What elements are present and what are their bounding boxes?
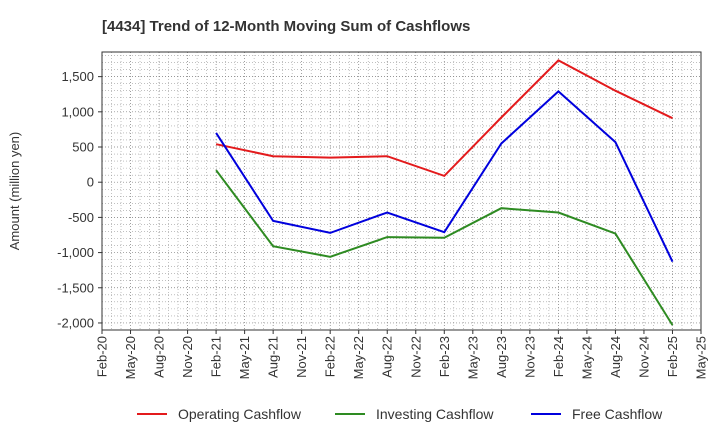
x-tick-label: Feb-21 [209, 336, 224, 377]
series-line [215, 90, 674, 263]
y-tick-label: 0 [87, 175, 94, 190]
x-tick-label: Aug-23 [494, 336, 509, 378]
x-tick-label: Aug-20 [152, 336, 167, 378]
plot-frame [101, 51, 702, 331]
y-tick-label: -2,000 [57, 315, 94, 330]
x-tick-label: Feb-20 [95, 336, 110, 377]
x-tick-label: Nov-23 [522, 336, 537, 378]
series-lines [215, 59, 674, 326]
legend: Operating Cashflow Investing Cashflow Free… [137, 406, 663, 422]
y-tick-label: -500 [68, 210, 94, 225]
x-tick-label: May-22 [351, 336, 366, 379]
x-tick-label: Feb-25 [665, 336, 680, 377]
y-tick-label: 1,500 [61, 69, 94, 84]
x-tick-label: Feb-24 [551, 336, 566, 377]
y-axis-label: Amount (million yen) [7, 132, 22, 251]
series-line [215, 169, 674, 326]
x-tick-label: Nov-24 [636, 336, 651, 378]
x-tick-label: May-21 [237, 336, 252, 379]
x-tick-label: May-20 [123, 336, 138, 379]
x-tick-label: Aug-21 [266, 336, 281, 378]
x-tick-label: Feb-22 [323, 336, 338, 377]
y-tick-label: -1,500 [57, 280, 94, 295]
legend-label: Free Cashflow [572, 406, 663, 422]
axes: 1,5001,0005000-500-1,000-1,500-2,000Feb-… [57, 51, 709, 379]
y-tick-label: 1,000 [61, 104, 94, 119]
x-tick-label: Feb-23 [437, 336, 452, 377]
y-tick-label: 500 [72, 140, 94, 155]
x-tick-label: May-23 [465, 336, 480, 379]
y-tick-label: -1,000 [57, 245, 94, 260]
x-tick-label: Aug-24 [608, 336, 623, 378]
grid [101, 52, 702, 331]
x-tick-label: Nov-22 [408, 336, 423, 378]
x-tick-label: Aug-22 [380, 336, 395, 378]
legend-label: Operating Cashflow [178, 406, 302, 422]
x-tick-label: May-24 [579, 336, 594, 379]
legend-label: Investing Cashflow [376, 406, 494, 422]
x-tick-label: May-25 [694, 336, 709, 379]
series-line [215, 59, 673, 178]
x-tick-label: Nov-20 [180, 336, 195, 378]
chart-title: [4434] Trend of 12-Month Moving Sum of C… [102, 18, 470, 35]
x-tick-label: Nov-21 [294, 336, 309, 378]
